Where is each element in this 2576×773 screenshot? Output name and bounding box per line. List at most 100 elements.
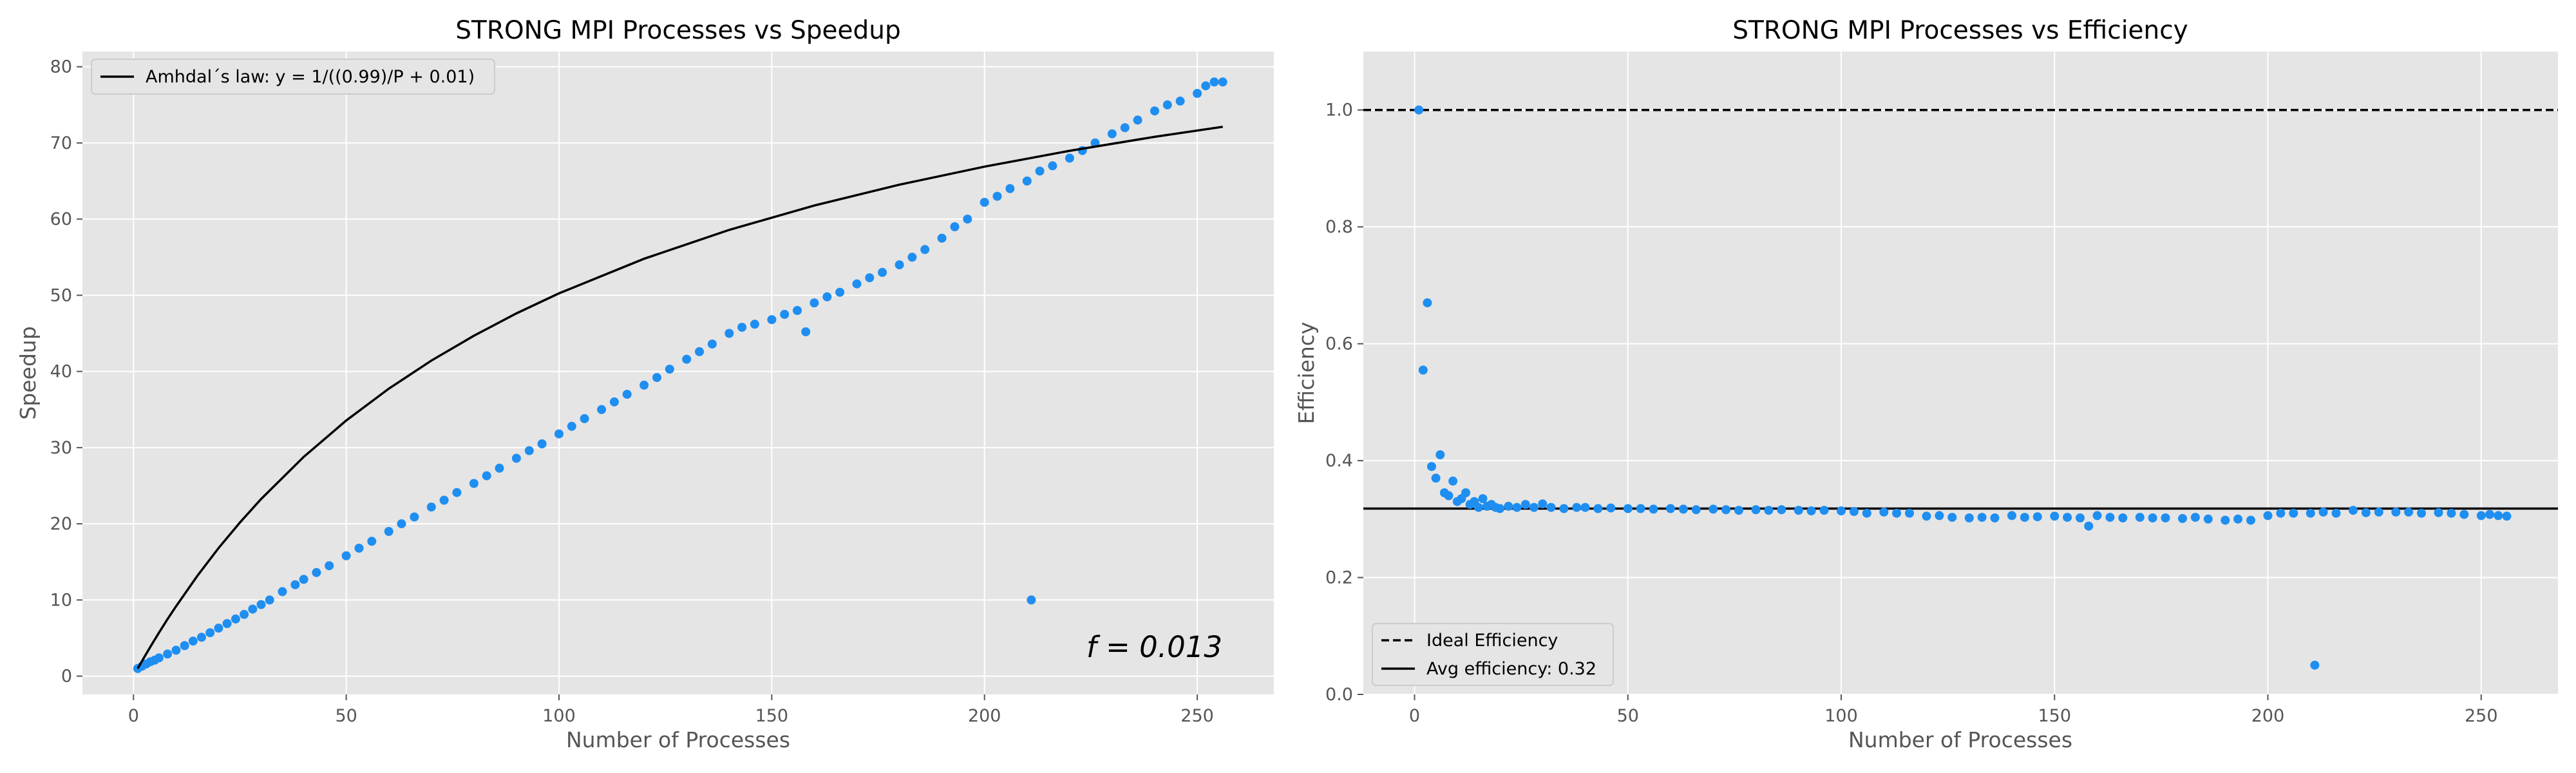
efficiency-data-point: [2076, 513, 2085, 522]
efficiency-data-point: [1559, 504, 1569, 513]
speedup-data-point: [895, 260, 904, 270]
efficiency-data-point: [1964, 513, 1974, 522]
efficiency-data-point: [1892, 508, 1902, 518]
efficiency-data-point: [2084, 521, 2094, 531]
speedup-data-point: [1027, 595, 1036, 605]
speedup-data-point: [240, 609, 249, 619]
speedup-y-tick-label: 0: [61, 667, 72, 687]
speedup-data-point: [290, 580, 300, 589]
speedup-legend-label: Amhdal´s law: y = 1/((0.99)/P + 0.01): [146, 67, 475, 87]
speedup-y-tick-label: 70: [50, 133, 72, 153]
efficiency-data-point: [1431, 473, 1441, 483]
efficiency-data-point: [1636, 504, 1645, 513]
speedup-data-point: [950, 222, 960, 231]
speedup-data-point: [312, 568, 321, 577]
speedup-data-point: [537, 439, 547, 448]
efficiency-data-point: [1538, 499, 1548, 509]
speedup-data-point: [163, 649, 173, 659]
efficiency-data-point: [2246, 515, 2255, 525]
efficiency-data-point: [2374, 507, 2383, 517]
speedup-grid: [82, 52, 1274, 694]
efficiency-data-point: [2459, 510, 2469, 519]
speedup-data-point: [835, 287, 845, 297]
efficiency-data-point: [1520, 500, 1530, 510]
speedup-x-tick-label: 150: [755, 706, 789, 726]
speedup-chart-title: STRONG MPI Processes vs Speedup: [455, 16, 900, 45]
efficiency-data-point: [2417, 508, 2426, 518]
efficiency-data-point: [1478, 494, 1488, 504]
efficiency-data-point: [2276, 508, 2286, 518]
speedup-data-point: [793, 306, 802, 315]
speedup-data-point: [256, 600, 266, 609]
speedup-data-point: [852, 279, 862, 289]
speedup-data-point: [1107, 129, 1117, 138]
efficiency-data-point: [1495, 504, 1504, 513]
speedup-data-point: [992, 191, 1002, 201]
efficiency-data-point: [1666, 504, 1675, 513]
speedup-data-point: [325, 561, 334, 571]
speedup-data-point: [426, 502, 436, 512]
efficiency-data-point: [1806, 506, 1816, 516]
speedup-x-tick-label: 250: [1180, 706, 1214, 726]
efficiency-data-point: [2404, 507, 2414, 517]
speedup-annotation: f = 0.013: [1086, 630, 1222, 664]
speedup-data-point: [707, 339, 717, 349]
speedup-data-point: [695, 347, 704, 356]
speedup-x-tick-label: 200: [968, 706, 1001, 726]
efficiency-grid: [1363, 52, 2558, 695]
speedup-data-point: [439, 495, 449, 505]
speedup-data-point: [495, 463, 504, 473]
speedup-data-point: [154, 653, 164, 663]
efficiency-data-point: [1623, 504, 1633, 513]
speedup-data-point: [397, 519, 406, 529]
efficiency-data-point: [1504, 501, 1513, 511]
efficiency-data-point: [1580, 502, 1590, 512]
speedup-data-point: [1022, 177, 1032, 186]
speedup-data-point: [737, 323, 747, 332]
efficiency-data-point: [1427, 462, 1436, 472]
speedup-data-point: [214, 624, 223, 633]
speedup-data-point: [341, 551, 351, 560]
efficiency-series: [1363, 105, 2558, 670]
efficiency-data-point: [2203, 514, 2213, 524]
speedup-data-point: [248, 604, 258, 614]
speedup-y-tick-label: 20: [50, 514, 72, 534]
speedup-data-point: [410, 512, 419, 522]
efficiency-data-point: [2148, 513, 2157, 522]
efficiency-y-tick-label: 0.8: [1325, 217, 1353, 237]
speedup-data-point: [937, 233, 947, 243]
speedup-data-point: [367, 537, 377, 546]
efficiency-legend: Ideal Efficiency Avg efficiency: 0.32: [1372, 623, 1614, 686]
efficiency-data-point: [2032, 512, 2042, 522]
speedup-amdahl-curve: [137, 126, 1223, 669]
speedup-data-point: [878, 267, 887, 277]
speedup-data-point: [639, 380, 649, 390]
efficiency-data-point: [1649, 504, 1658, 514]
speedup-x-axis-label: Number of Processes: [566, 727, 790, 752]
speedup-y-tick-label: 80: [50, 57, 72, 77]
speedup-series: [133, 77, 1227, 673]
speedup-y-tick-label: 40: [50, 362, 72, 382]
efficiency-data-point: [1922, 511, 1931, 521]
speedup-data-point: [180, 641, 189, 651]
efficiency-legend-box: [1372, 623, 1614, 686]
efficiency-data-point: [2310, 660, 2320, 670]
efficiency-x-tick-label: 50: [1617, 706, 1639, 726]
speedup-data-point: [665, 365, 674, 374]
efficiency-data-point: [2361, 508, 2371, 517]
efficiency-data-point: [2349, 506, 2358, 515]
efficiency-data-point: [2289, 508, 2298, 518]
efficiency-x-tick-label: 200: [2251, 706, 2285, 726]
efficiency-data-point: [2092, 511, 2102, 520]
speedup-ticks: 0 50 100 150 200 250 0 10 20 30 40 50 60 70 80: [50, 57, 1214, 726]
efficiency-data-point: [2502, 511, 2512, 521]
speedup-data-point: [682, 354, 692, 364]
speedup-legend: Amhdal´s law: y = 1/((0.99)/P + 0.01): [91, 59, 495, 95]
efficiency-data-point: [2391, 507, 2401, 517]
speedup-data-point: [907, 253, 917, 262]
speedup-data-point: [482, 471, 491, 481]
efficiency-data-point: [1473, 502, 1483, 512]
speedup-data-point: [469, 479, 478, 488]
efficiency-data-point: [2318, 507, 2328, 517]
efficiency-data-point: [2476, 511, 2486, 520]
